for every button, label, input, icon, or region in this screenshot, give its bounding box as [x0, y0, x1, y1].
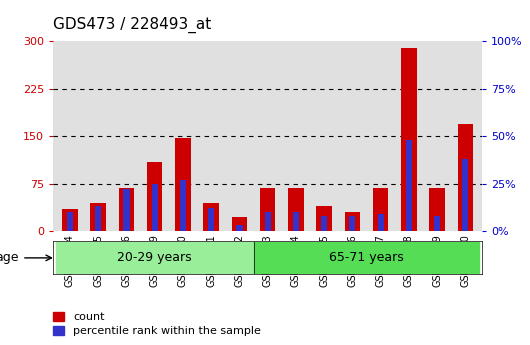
- Bar: [175, 138, 191, 231]
- Bar: [260, 188, 276, 231]
- Bar: [123, 189, 129, 231]
- Text: age: age: [0, 252, 19, 264]
- Bar: [377, 214, 384, 231]
- Bar: [152, 184, 158, 231]
- Bar: [208, 208, 214, 231]
- Text: 20-29 years: 20-29 years: [117, 252, 192, 264]
- Bar: [293, 212, 299, 231]
- Bar: [95, 206, 101, 231]
- Bar: [62, 209, 78, 231]
- Bar: [401, 48, 417, 231]
- Bar: [67, 212, 73, 231]
- Bar: [56, 241, 253, 274]
- Bar: [253, 241, 480, 274]
- Bar: [462, 159, 469, 231]
- Bar: [288, 188, 304, 231]
- Bar: [204, 203, 219, 231]
- Bar: [321, 216, 327, 231]
- Bar: [236, 226, 243, 231]
- Bar: [434, 216, 440, 231]
- Text: 65-71 years: 65-71 years: [329, 252, 404, 264]
- Text: GDS473 / 228493_at: GDS473 / 228493_at: [53, 17, 211, 33]
- Bar: [344, 212, 360, 231]
- Bar: [429, 188, 445, 231]
- Bar: [232, 217, 247, 231]
- Bar: [180, 180, 186, 231]
- Legend: count, percentile rank within the sample: count, percentile rank within the sample: [53, 312, 261, 336]
- Bar: [406, 140, 412, 231]
- Bar: [316, 206, 332, 231]
- Bar: [349, 216, 356, 231]
- Bar: [119, 188, 134, 231]
- Bar: [264, 212, 271, 231]
- Bar: [91, 203, 106, 231]
- Bar: [147, 161, 162, 231]
- Bar: [373, 188, 388, 231]
- Bar: [457, 124, 473, 231]
